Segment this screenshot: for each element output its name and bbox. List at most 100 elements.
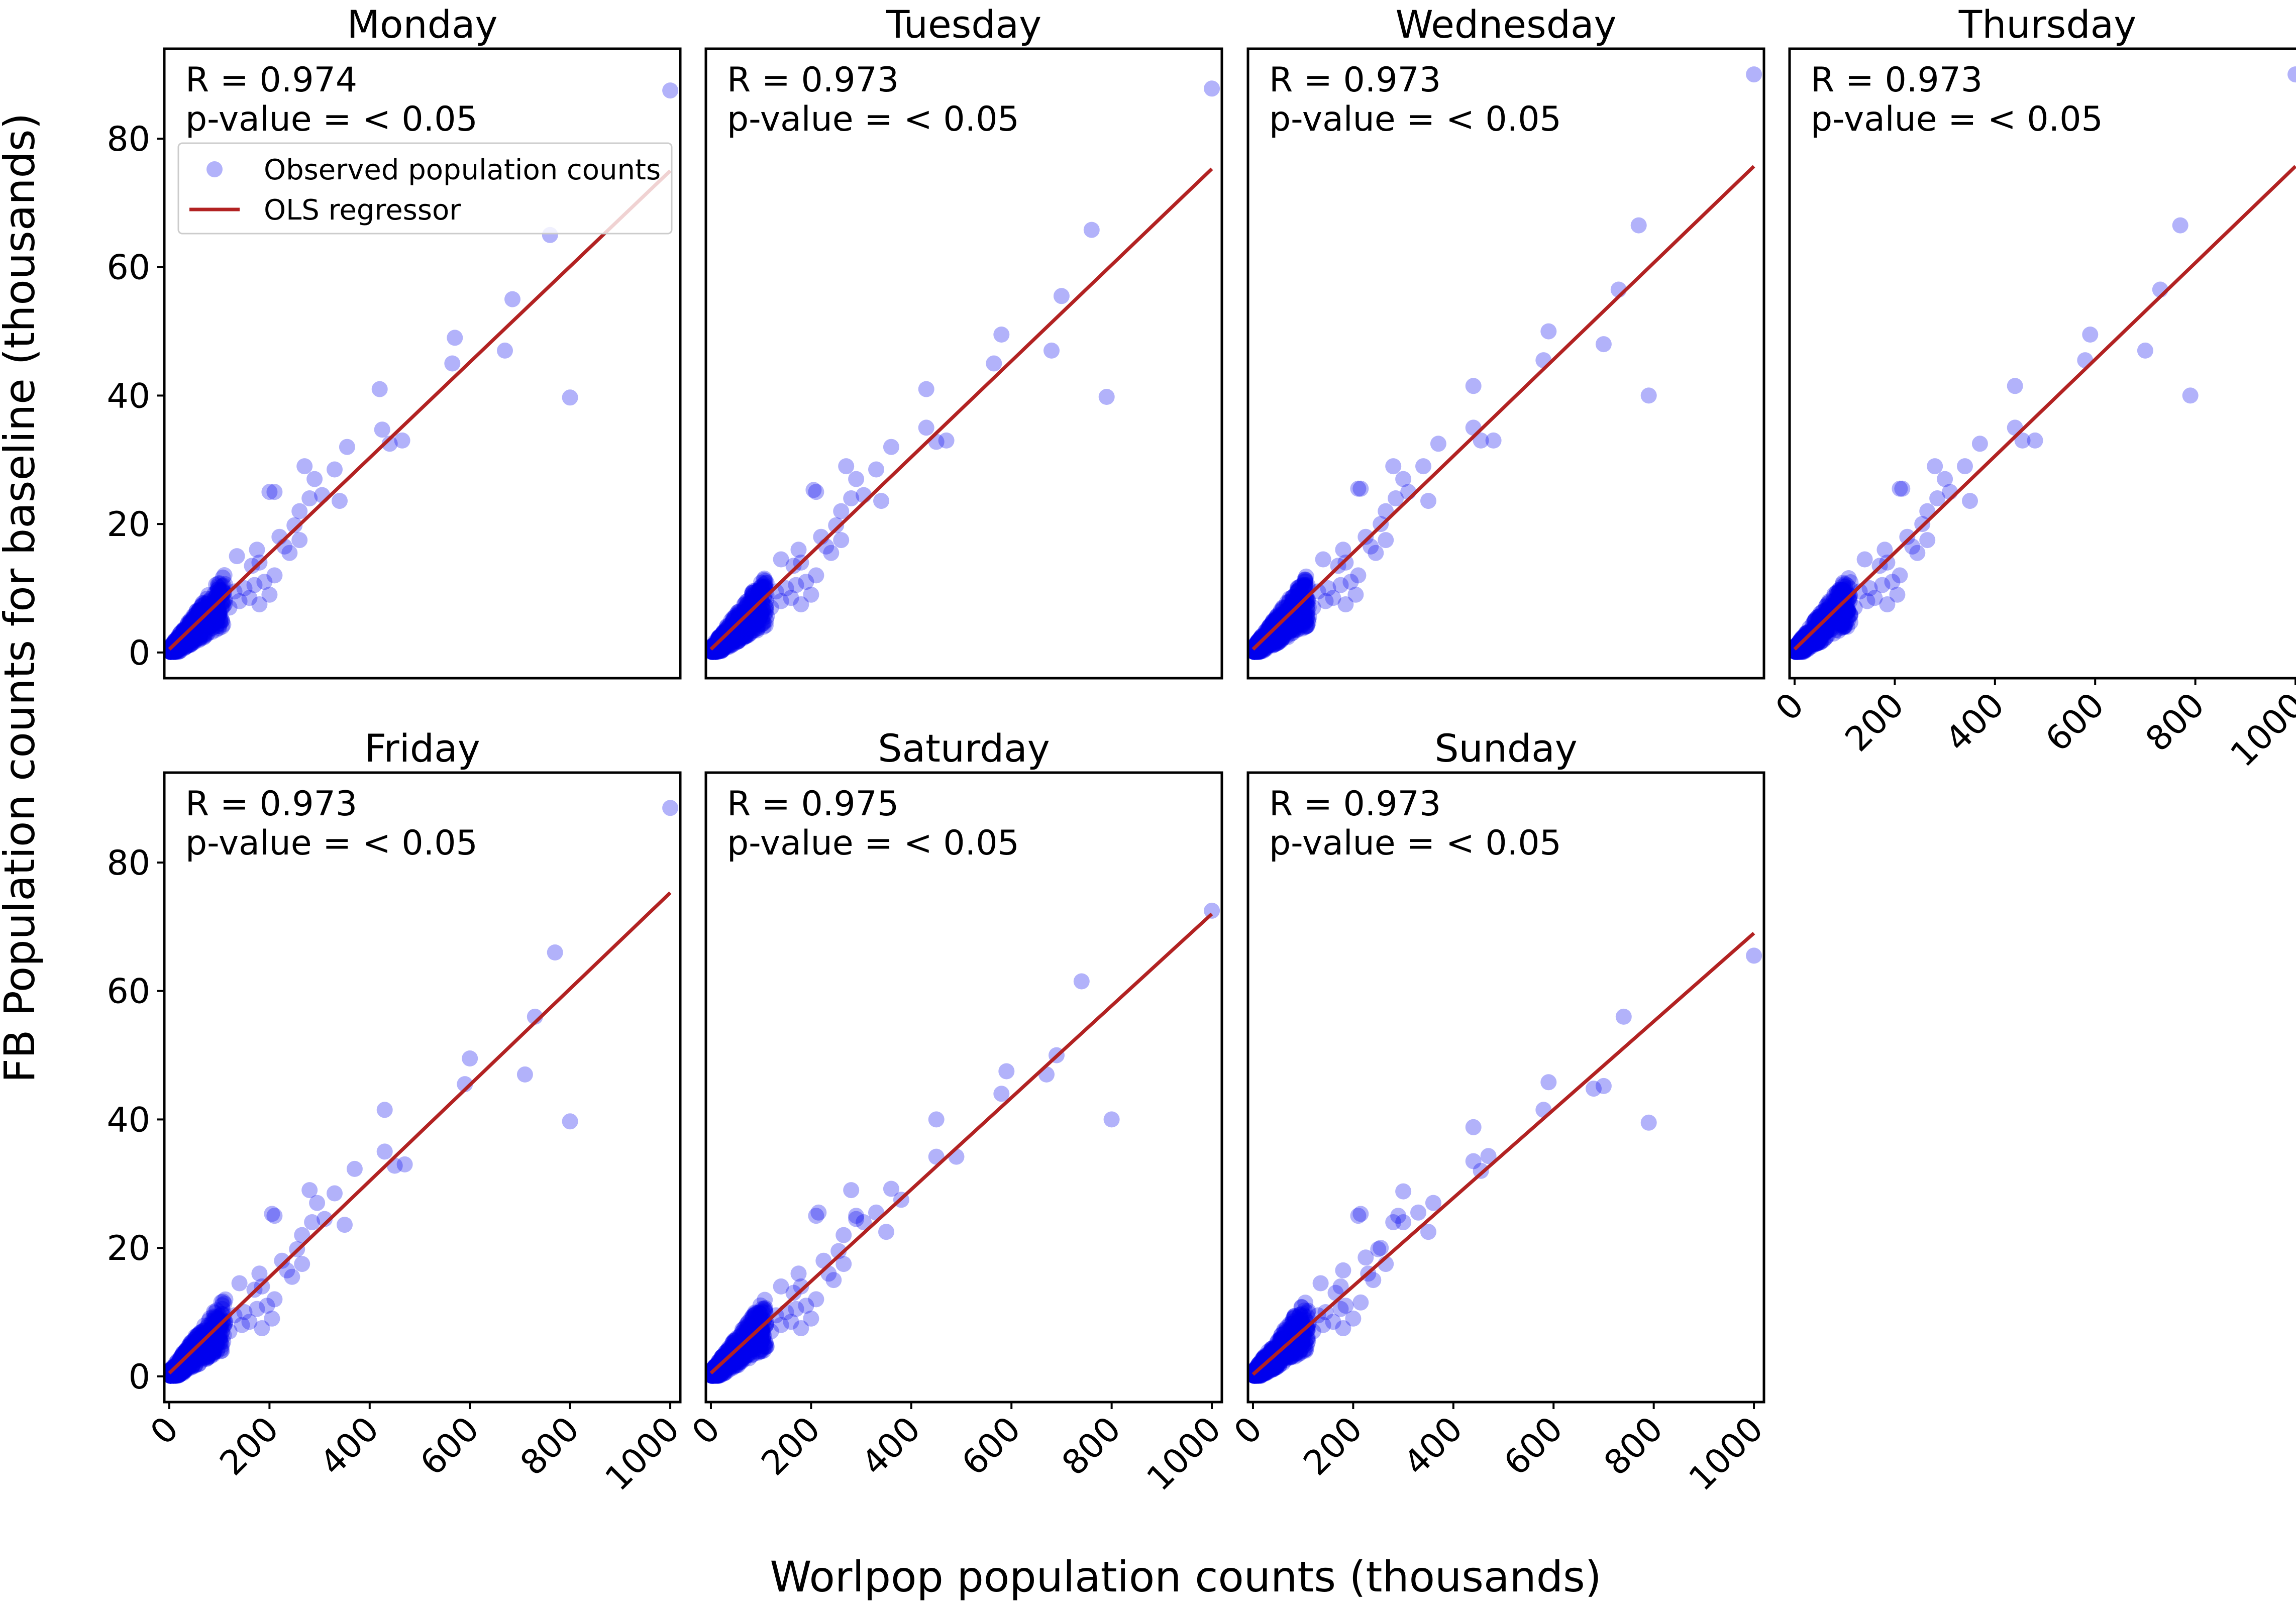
data-point [185, 623, 201, 640]
data-point [1305, 599, 1321, 616]
data-point [1248, 644, 1263, 660]
data-point [198, 591, 215, 607]
data-point [216, 567, 233, 583]
data-point [744, 586, 760, 603]
data-point [1790, 643, 1807, 660]
data-point [1823, 621, 1839, 637]
data-point [1268, 616, 1284, 633]
data-point [175, 631, 191, 648]
data-point [1254, 628, 1270, 645]
data-point [213, 1294, 230, 1311]
data-point [1248, 644, 1263, 660]
data-point [1297, 578, 1313, 595]
data-point [883, 439, 899, 455]
data-point [166, 640, 183, 657]
data-point [1266, 617, 1282, 633]
data-point [179, 627, 195, 644]
data-point [1297, 579, 1314, 595]
data-point [178, 628, 194, 645]
data-point [1273, 632, 1289, 649]
data-point [768, 583, 784, 600]
data-point [868, 461, 884, 478]
data-point [202, 618, 219, 635]
data-point [998, 1063, 1015, 1080]
data-point [719, 637, 736, 654]
data-point [1335, 542, 1351, 558]
data-point [202, 613, 219, 629]
data-point [706, 643, 720, 660]
data-point [736, 613, 753, 629]
data-point [1265, 624, 1282, 640]
data-point [730, 611, 747, 628]
data-point [993, 327, 1010, 343]
data-point [1840, 603, 1857, 620]
data-point [740, 627, 756, 644]
data-point [1373, 1240, 1389, 1256]
data-point [185, 613, 202, 629]
data-point [1798, 625, 1814, 642]
data-point [1795, 629, 1811, 646]
data-point [1892, 567, 1908, 584]
data-point [1395, 471, 1412, 487]
data-point [1248, 643, 1263, 660]
data-point [706, 642, 721, 658]
data-point [1254, 627, 1271, 644]
data-point [1861, 580, 1878, 596]
data-point [1283, 621, 1299, 637]
data-point [1248, 644, 1264, 660]
data-point [1285, 590, 1302, 606]
data-point [181, 616, 198, 633]
data-point [1806, 627, 1822, 644]
data-point [706, 640, 723, 657]
data-point [1790, 644, 1804, 660]
data-point [1813, 629, 1829, 646]
data-point [1288, 585, 1304, 601]
data-point [1296, 595, 1312, 611]
data-point [1285, 624, 1301, 641]
data-point [2172, 217, 2188, 234]
data-point [1430, 436, 1446, 452]
data-point [708, 639, 724, 656]
data-point [164, 642, 180, 658]
data-point [1851, 583, 1868, 600]
data-point [164, 644, 180, 660]
data-point [1790, 644, 1805, 660]
data-point [1790, 642, 1807, 659]
data-point [181, 636, 198, 653]
data-point [722, 636, 739, 653]
data-point [1300, 599, 1317, 615]
data-point [1808, 632, 1824, 649]
data-point [1288, 610, 1304, 627]
panel-title: Saturday [878, 726, 1050, 771]
data-point [1822, 594, 1838, 610]
data-point [1790, 644, 1805, 660]
data-point [749, 622, 765, 638]
data-point [1292, 616, 1309, 633]
data-point [192, 627, 208, 644]
data-point [1271, 632, 1287, 649]
data-point [1258, 640, 1274, 657]
data-point [1262, 637, 1279, 654]
data-point [327, 461, 343, 478]
data-point [1839, 618, 1855, 635]
x-tick-label: 200 [754, 1409, 828, 1483]
data-point [1793, 638, 1809, 655]
data-point [193, 623, 210, 640]
data-point [212, 612, 229, 629]
data-point [208, 612, 225, 628]
data-point [185, 634, 201, 651]
data-point [211, 618, 227, 634]
x-tick-label: 0 [685, 1409, 728, 1452]
data-point [207, 593, 224, 609]
data-point [708, 640, 725, 657]
data-point [197, 618, 214, 634]
data-point [1856, 551, 1873, 568]
data-point [662, 82, 679, 99]
data-point [1251, 631, 1268, 648]
plot-area [1248, 66, 1762, 660]
data-point [169, 635, 186, 652]
data-point [1839, 577, 1855, 594]
data-point [208, 592, 225, 608]
data-point [284, 1268, 300, 1285]
